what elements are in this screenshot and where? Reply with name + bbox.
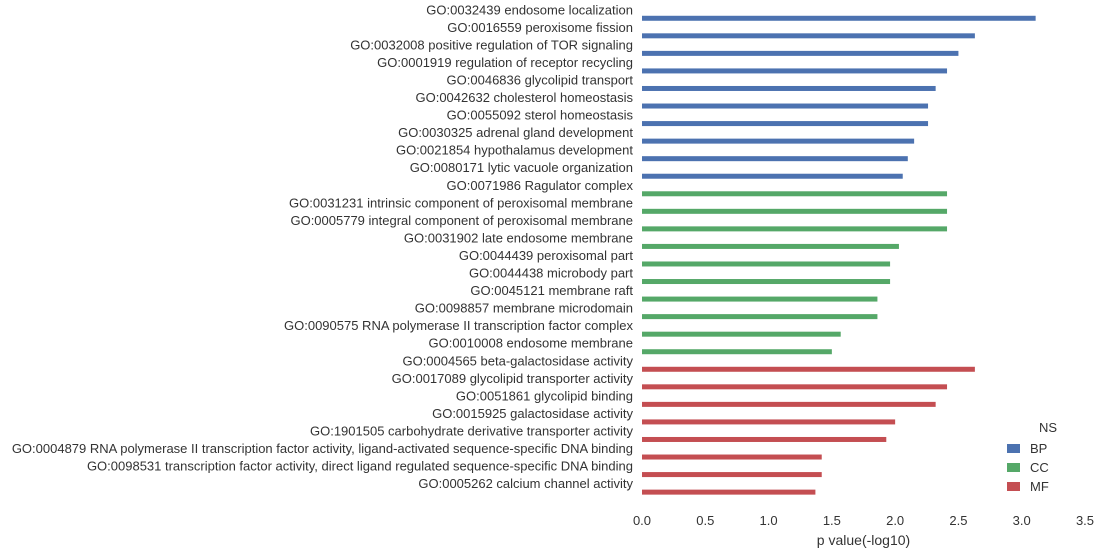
bar-bp [642, 33, 975, 39]
bar-mf [642, 454, 822, 460]
bar-mf [642, 419, 896, 425]
bar-bp [642, 50, 959, 56]
bar-bp [642, 173, 903, 179]
legend-title: NS [1039, 420, 1057, 435]
x-axis-label: p value(-log10) [817, 532, 910, 548]
category-label: GO:0010008 endosome membrane [428, 336, 633, 351]
category-label: GO:0031231 intrinsic component of peroxi… [289, 195, 633, 210]
legend-label-bp: BP [1030, 441, 1047, 456]
category-label: GO:1901505 carbohydrate derivative trans… [310, 423, 634, 438]
category-label: GO:0005262 calcium channel activity [418, 476, 633, 491]
category-label: GO:0004879 RNA polymerase II transcripti… [12, 441, 633, 456]
legend-swatch-cc [1007, 463, 1020, 472]
bar-mf [642, 472, 822, 478]
legend-label-cc: CC [1030, 460, 1049, 475]
category-label: GO:0032008 positive regulation of TOR si… [350, 37, 633, 52]
bar-cc [642, 279, 891, 285]
category-label: GO:0098857 membrane microdomain [415, 301, 633, 316]
x-tick-label: 0.5 [696, 513, 714, 528]
category-label: GO:0044439 peroxisomal part [459, 248, 634, 263]
bar-cc [642, 208, 948, 214]
legend-label-mf: MF [1030, 479, 1049, 494]
category-label: GO:0005779 integral component of peroxis… [290, 213, 633, 228]
category-label: GO:0017089 glycolipid transporter activi… [392, 371, 634, 386]
bar-mf [642, 489, 816, 495]
legend: NS BP CC MF [1007, 420, 1057, 494]
bar-mf [642, 366, 975, 372]
x-tick-label: 0.0 [633, 513, 651, 528]
category-label: GO:0015925 galactosidase activity [432, 406, 633, 421]
legend-swatch-bp [1007, 444, 1020, 453]
bar-cc [642, 226, 948, 232]
category-label: GO:0030325 adrenal gland development [398, 125, 633, 140]
legend-swatch-mf [1007, 482, 1020, 491]
bar-cc [642, 243, 899, 249]
x-tick-label: 2.5 [949, 513, 967, 528]
x-tick-label: 1.5 [823, 513, 841, 528]
category-label: GO:0004565 beta-galactosidase activity [402, 353, 633, 368]
category-label: GO:0021854 hypothalamus development [396, 143, 633, 158]
bar-cc [642, 261, 891, 267]
bar-cc [642, 296, 878, 302]
x-tick-label: 1.0 [760, 513, 778, 528]
bar-cc [642, 349, 832, 355]
category-label: GO:0051861 glycolipid binding [456, 388, 633, 403]
x-tick-label: 3.0 [1013, 513, 1031, 528]
category-label: GO:0071986 Ragulator complex [447, 178, 634, 193]
bar-cc [642, 314, 878, 320]
bar-bp [642, 138, 915, 144]
category-label: GO:0098531 transcription factor activity… [87, 459, 633, 474]
category-label: GO:0090575 RNA polymerase II transcripti… [284, 318, 633, 333]
x-axis: 0.0 0.5 1.0 1.5 2.0 2.5 3.0 3.5 [633, 513, 1094, 528]
bar-bp [642, 121, 929, 127]
category-label: GO:0016559 peroxisome fission [447, 20, 633, 35]
category-label: GO:0080171 lytic vacuole organization [410, 160, 633, 175]
category-label: GO:0046836 glycolipid transport [447, 72, 634, 87]
category-label: GO:0045121 membrane raft [470, 283, 633, 298]
bars-group [642, 15, 1036, 495]
category-label: GO:0055092 sterol homeostasis [447, 108, 634, 123]
bar-cc [642, 331, 841, 337]
bar-mf [642, 401, 936, 407]
bar-bp [642, 156, 908, 162]
x-tick-label: 2.0 [886, 513, 904, 528]
bar-bp [642, 68, 948, 74]
category-labels-group: GO:0032439 endosome localization GO:00165… [12, 2, 634, 491]
category-label: GO:0031902 late endosome membrane [404, 230, 633, 245]
bar-mf [642, 384, 948, 390]
bar-cc [642, 191, 948, 197]
bar-bp [642, 103, 929, 109]
bar-bp [642, 15, 1036, 21]
bar-mf [642, 436, 887, 442]
bar-bp [642, 85, 936, 91]
category-label: GO:0032439 endosome localization [426, 2, 633, 17]
x-tick-label: 3.5 [1076, 513, 1094, 528]
category-label: GO:0044438 microbody part [469, 266, 633, 281]
category-label: GO:0001919 regulation of receptor recycl… [377, 55, 633, 70]
category-label: GO:0042632 cholesterol homeostasis [415, 90, 633, 105]
